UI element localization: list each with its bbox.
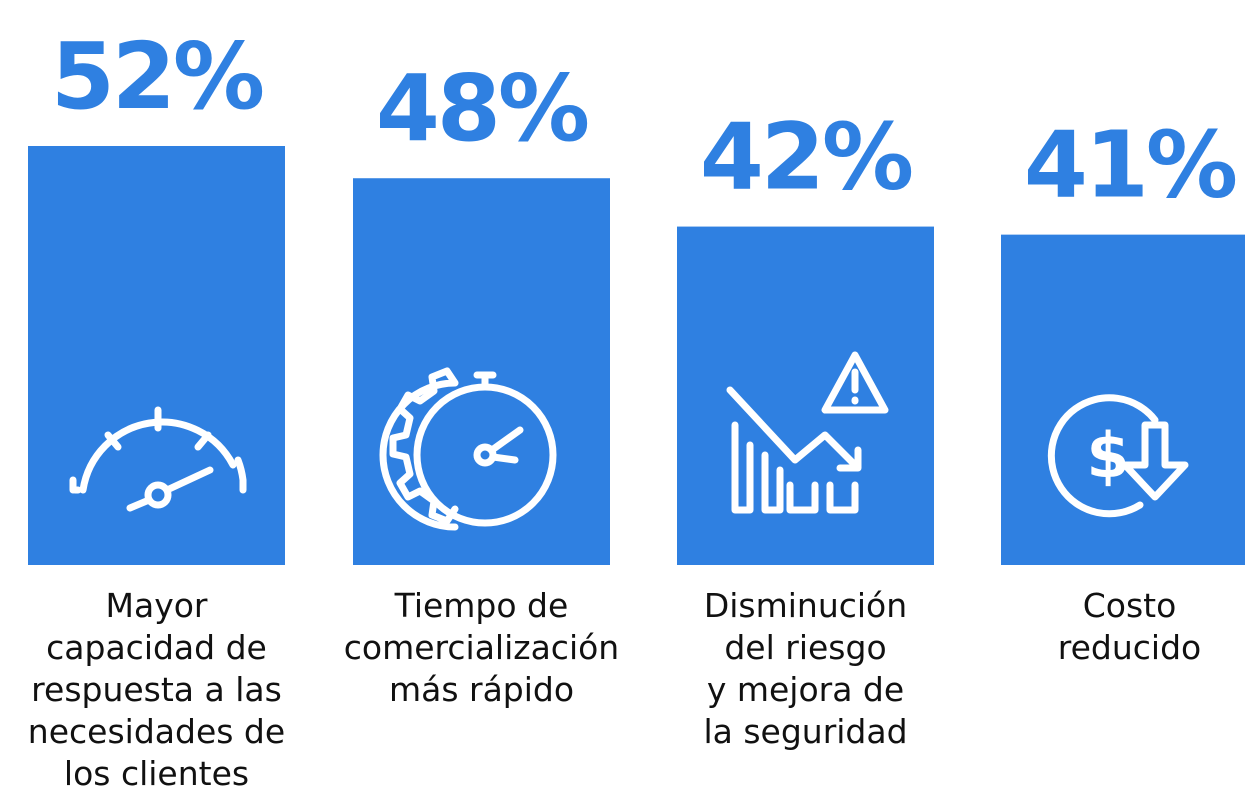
value-label: 41% [1024, 112, 1236, 219]
value-label: 48% [376, 55, 588, 162]
category-label: Disminución del riesgo y mejora de la se… [646, 585, 966, 753]
value-label: 42% [700, 104, 912, 211]
bar [677, 227, 934, 565]
value-label: 52% [51, 23, 263, 130]
svg-text:$: $ [1086, 419, 1129, 492]
category-label: Costo reducido [970, 585, 1245, 669]
category-label: Tiempo de comercialización más rápido [322, 585, 642, 711]
category-label: Mayor capacidad de respuesta a las neces… [0, 585, 317, 795]
